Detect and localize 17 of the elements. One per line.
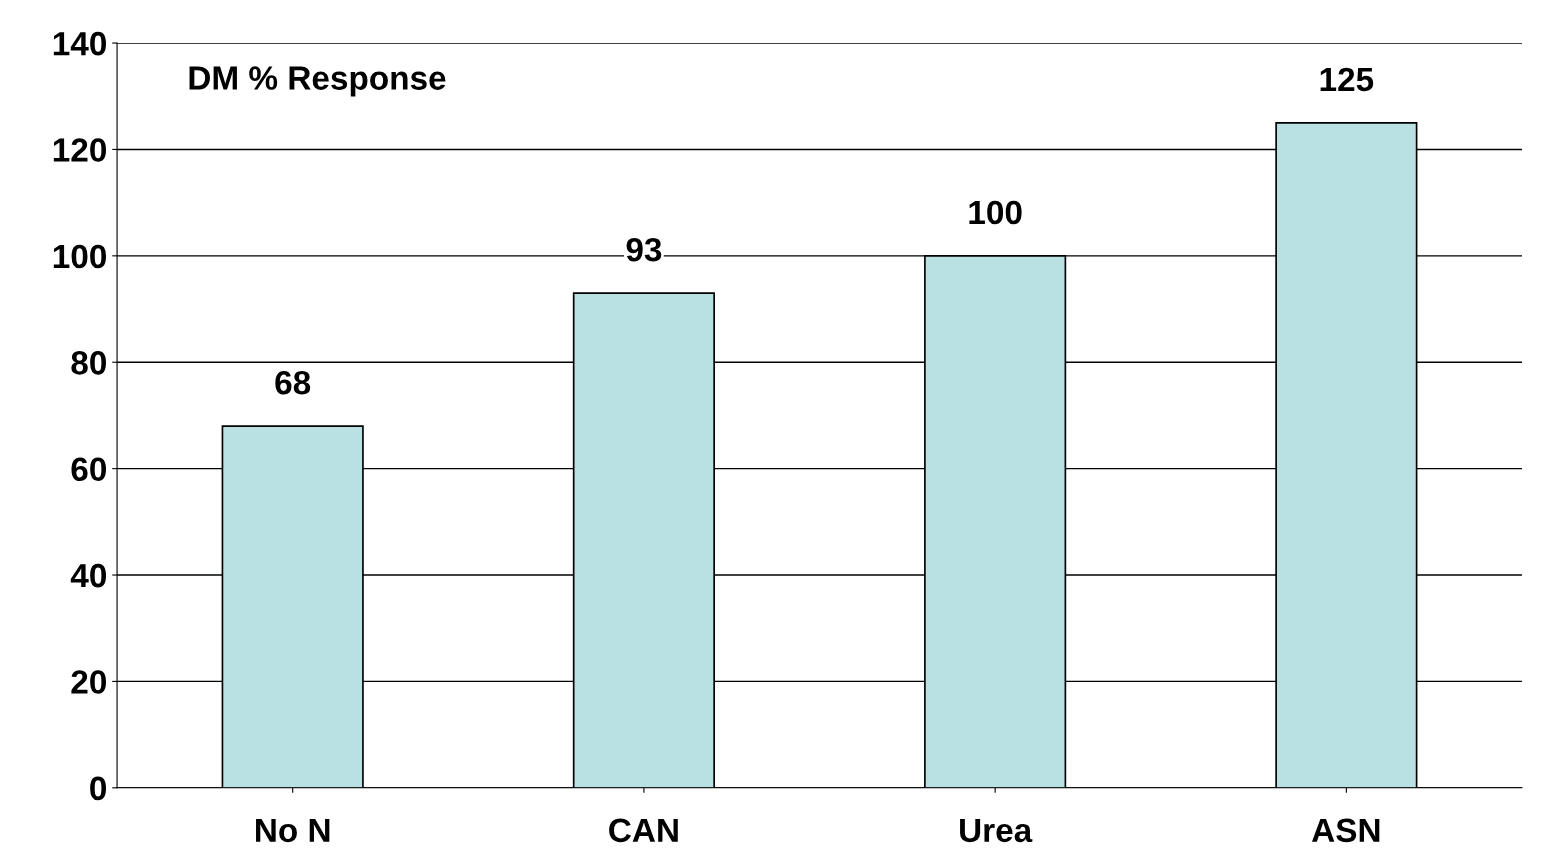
y-tick-label: 0 [90,776,106,801]
y-tick-label: 60 [71,457,106,482]
y-tick-label: 40 [70,563,106,588]
data-label: 93 [626,237,662,262]
data-label: 125 [1320,67,1374,92]
x-tick-label: CAN [609,818,678,843]
x-tick-label: Urea [960,818,1033,843]
y-tick-label: 20 [71,670,106,694]
data-label: 68 [275,370,311,395]
text: DM % Response [189,66,446,97]
x-tick-label: ASN [1312,818,1380,843]
y-tick-label: 80 [71,351,106,375]
y-tick-label: 120 [53,138,106,162]
data-label: 100 [969,200,1022,225]
x-tick-label: No N [256,818,330,843]
y-tick-label: 140 [53,31,106,56]
y-tick-label: 100 [53,244,106,269]
